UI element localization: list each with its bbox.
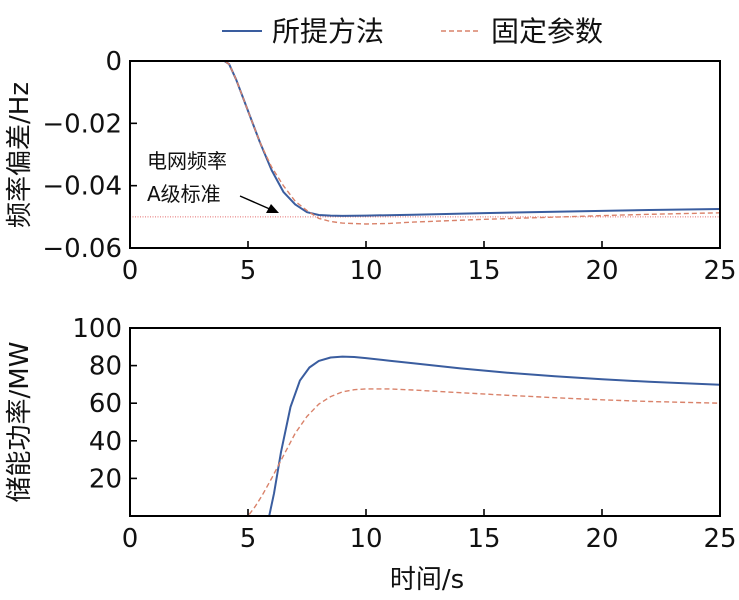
y-tick-label: 40 [89, 427, 122, 457]
x-tick-label: 20 [585, 256, 618, 286]
annotation-line2: A级标准 [147, 182, 221, 206]
storage-power-panel: 0 5 10 15 20 25 20 40 60 80 100 储能功率/MW [5, 314, 737, 554]
x-tick-label: 10 [349, 256, 382, 286]
series-line-1 [130, 355, 721, 517]
series-line-2 [130, 60, 721, 225]
annotation-line1: 电网频率 [147, 149, 227, 173]
x-tick-label: 20 [585, 524, 618, 554]
y-tick-label: −0.04 [42, 172, 122, 202]
y-axis-label: 储能功率/MW [5, 342, 35, 503]
x-tick-label: 0 [122, 524, 139, 554]
series-line-2 [130, 388, 721, 517]
x-tick-label: 10 [349, 524, 382, 554]
y-tick-label: 100 [72, 314, 122, 344]
y-tick-label: −0.02 [42, 109, 122, 139]
y-tick-label: 80 [89, 352, 122, 382]
legend-label-series2: 固定参数 [491, 15, 603, 48]
plot-frame [129, 60, 721, 249]
x-tick-label: 15 [467, 524, 500, 554]
x-tick-label: 15 [467, 256, 500, 286]
legend-label-series1: 所提方法 [272, 15, 384, 48]
x-tick-label: 25 [703, 256, 736, 286]
plot-frame [129, 327, 721, 517]
y-tick-label: 20 [89, 464, 122, 494]
x-tick-label: 5 [240, 524, 257, 554]
annotation-arrow-line [239, 195, 273, 211]
y-tick-label: −0.06 [42, 234, 122, 264]
y-tick-label: 60 [89, 389, 122, 419]
y-tick-label: 0 [105, 47, 122, 77]
x-tick-label: 5 [240, 256, 257, 286]
x-tick-label: 0 [122, 256, 139, 286]
annotation: 电网频率 A级标准 [147, 149, 279, 213]
x-axis-label: 时间/s [390, 565, 464, 595]
y-axis-label: 频率偏差/Hz [5, 82, 35, 228]
legend: 所提方法 固定参数 [222, 15, 603, 48]
annotation-arrowhead [266, 204, 279, 213]
x-tick-label: 25 [703, 524, 736, 554]
